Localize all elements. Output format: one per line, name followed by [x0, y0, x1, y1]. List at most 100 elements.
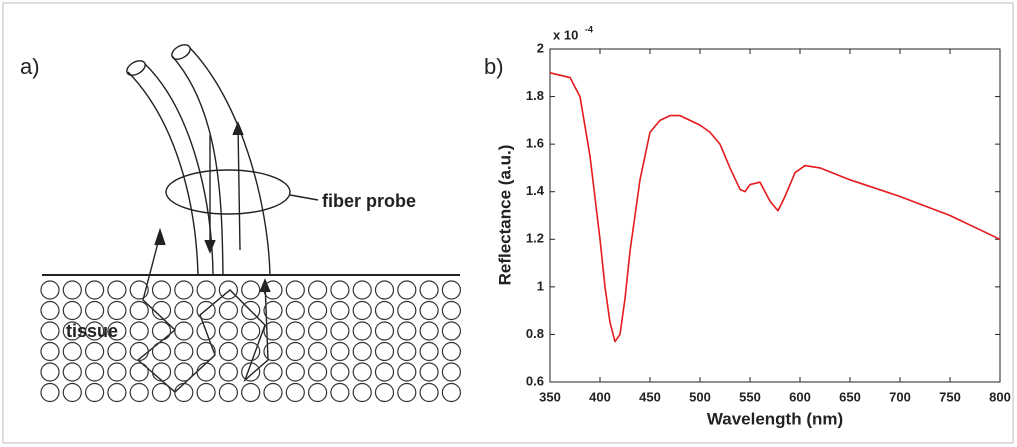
tissue-cell — [308, 362, 328, 382]
tissue-cell — [84, 321, 105, 341]
tissue-cell — [174, 321, 194, 341]
tissue-cell — [151, 382, 172, 403]
tissue-cell — [241, 300, 261, 321]
tissue-cell — [174, 362, 194, 382]
tissue-cell — [151, 300, 172, 321]
tissue-cell — [263, 382, 283, 403]
tissue-cell — [374, 300, 395, 321]
y-tick-label: 1.6 — [526, 136, 544, 151]
tissue-cell — [441, 382, 461, 403]
tissue-cell — [263, 321, 283, 341]
tissue-cell — [107, 362, 127, 382]
tissue-cell — [352, 382, 372, 403]
tissue-cell — [308, 341, 328, 362]
tissue-cell — [40, 362, 60, 382]
tissue-cell — [62, 382, 82, 403]
tissue-cell — [352, 300, 372, 321]
tissue-cell — [218, 300, 238, 321]
x-axis-label: Wavelength (nm) — [707, 409, 843, 428]
panel-label: a) — [20, 54, 40, 79]
tissue-cell — [62, 341, 82, 362]
tissue-cell — [151, 341, 172, 362]
tissue-cell — [62, 280, 82, 300]
tissue-cell — [419, 280, 439, 300]
tissue-cell — [40, 300, 60, 321]
tissue-cell — [397, 382, 417, 403]
tissue-cell — [62, 362, 82, 382]
tissue-label: tissue — [66, 321, 118, 341]
tissue-cell — [40, 280, 60, 300]
tissue-cell — [330, 382, 350, 403]
tissue-cell — [196, 321, 216, 341]
x-tick-label: 650 — [839, 389, 861, 404]
x-tick-label: 450 — [639, 389, 661, 404]
tissue-cell — [107, 300, 127, 321]
tissue-cell — [241, 382, 261, 403]
tissue-cell — [397, 300, 417, 321]
scale-exponent: -4 — [585, 24, 593, 34]
tissue-cell — [196, 341, 216, 362]
x-tick-label: 550 — [739, 389, 761, 404]
tissue-cell — [84, 280, 105, 300]
tissue-cell — [218, 341, 238, 362]
tissue-cell — [263, 280, 283, 300]
tissue-cell — [308, 300, 328, 321]
y-tick-label: 1.8 — [526, 88, 544, 103]
tissue-cell — [285, 382, 305, 403]
y-tick-label: 1 — [537, 278, 544, 293]
x-tick-label: 500 — [689, 389, 711, 404]
tissue-cell — [263, 300, 283, 321]
tissue-cell — [241, 362, 261, 382]
tissue-cell — [129, 321, 149, 341]
tissue-cell — [397, 362, 417, 382]
tissue-cell — [62, 321, 82, 341]
tissue-cell — [419, 362, 439, 382]
x-tick-label: 600 — [789, 389, 811, 404]
tissue-cell — [174, 382, 194, 403]
tissue-cell — [441, 300, 461, 321]
tissue-cell — [352, 280, 372, 300]
x-tick-label: 800 — [989, 389, 1011, 404]
x-tick-label: 400 — [589, 389, 611, 404]
tissue-cell — [308, 321, 328, 341]
tissue-cell — [174, 280, 194, 300]
tissue-cell — [196, 362, 216, 382]
tissue-cell — [84, 300, 105, 321]
tissue-cell — [84, 341, 105, 362]
tissue-cell — [441, 280, 461, 300]
tissue-cell — [419, 321, 439, 341]
tissue-cell — [62, 300, 82, 321]
tissue-cell — [40, 341, 60, 362]
x-tick-label: 350 — [539, 389, 561, 404]
tissue-cell — [129, 300, 149, 321]
tissue-cell — [196, 280, 216, 300]
tissue-cell — [151, 280, 172, 300]
tissue-cell — [330, 280, 350, 300]
tissue-cell — [129, 341, 149, 362]
tissue-cell — [374, 362, 395, 382]
tissue-cell — [129, 280, 149, 300]
tissue-cell — [107, 280, 127, 300]
tissue-cell — [263, 362, 283, 382]
tissue-cell — [84, 382, 105, 403]
y-tick-label: 1.2 — [526, 231, 544, 246]
data-line — [549, 72, 1001, 343]
plot-area — [549, 48, 1001, 383]
tissue-cell — [107, 382, 127, 403]
tissue-cell — [352, 362, 372, 382]
tissue-cell — [441, 341, 461, 362]
tissue-cell — [174, 300, 194, 321]
y-tick-label: 2 — [537, 40, 544, 55]
tissue-cell — [218, 280, 238, 300]
y-tick-label: 0.6 — [526, 373, 544, 388]
tissue-cell — [330, 341, 350, 362]
tissue-cell — [285, 341, 305, 362]
tissue-cell — [241, 341, 261, 362]
tissue-cell — [374, 382, 395, 403]
tissue-cell — [397, 280, 417, 300]
tissue-cell — [308, 280, 328, 300]
tissue-cell — [196, 382, 216, 403]
probe-label: fiber probe — [322, 191, 416, 211]
